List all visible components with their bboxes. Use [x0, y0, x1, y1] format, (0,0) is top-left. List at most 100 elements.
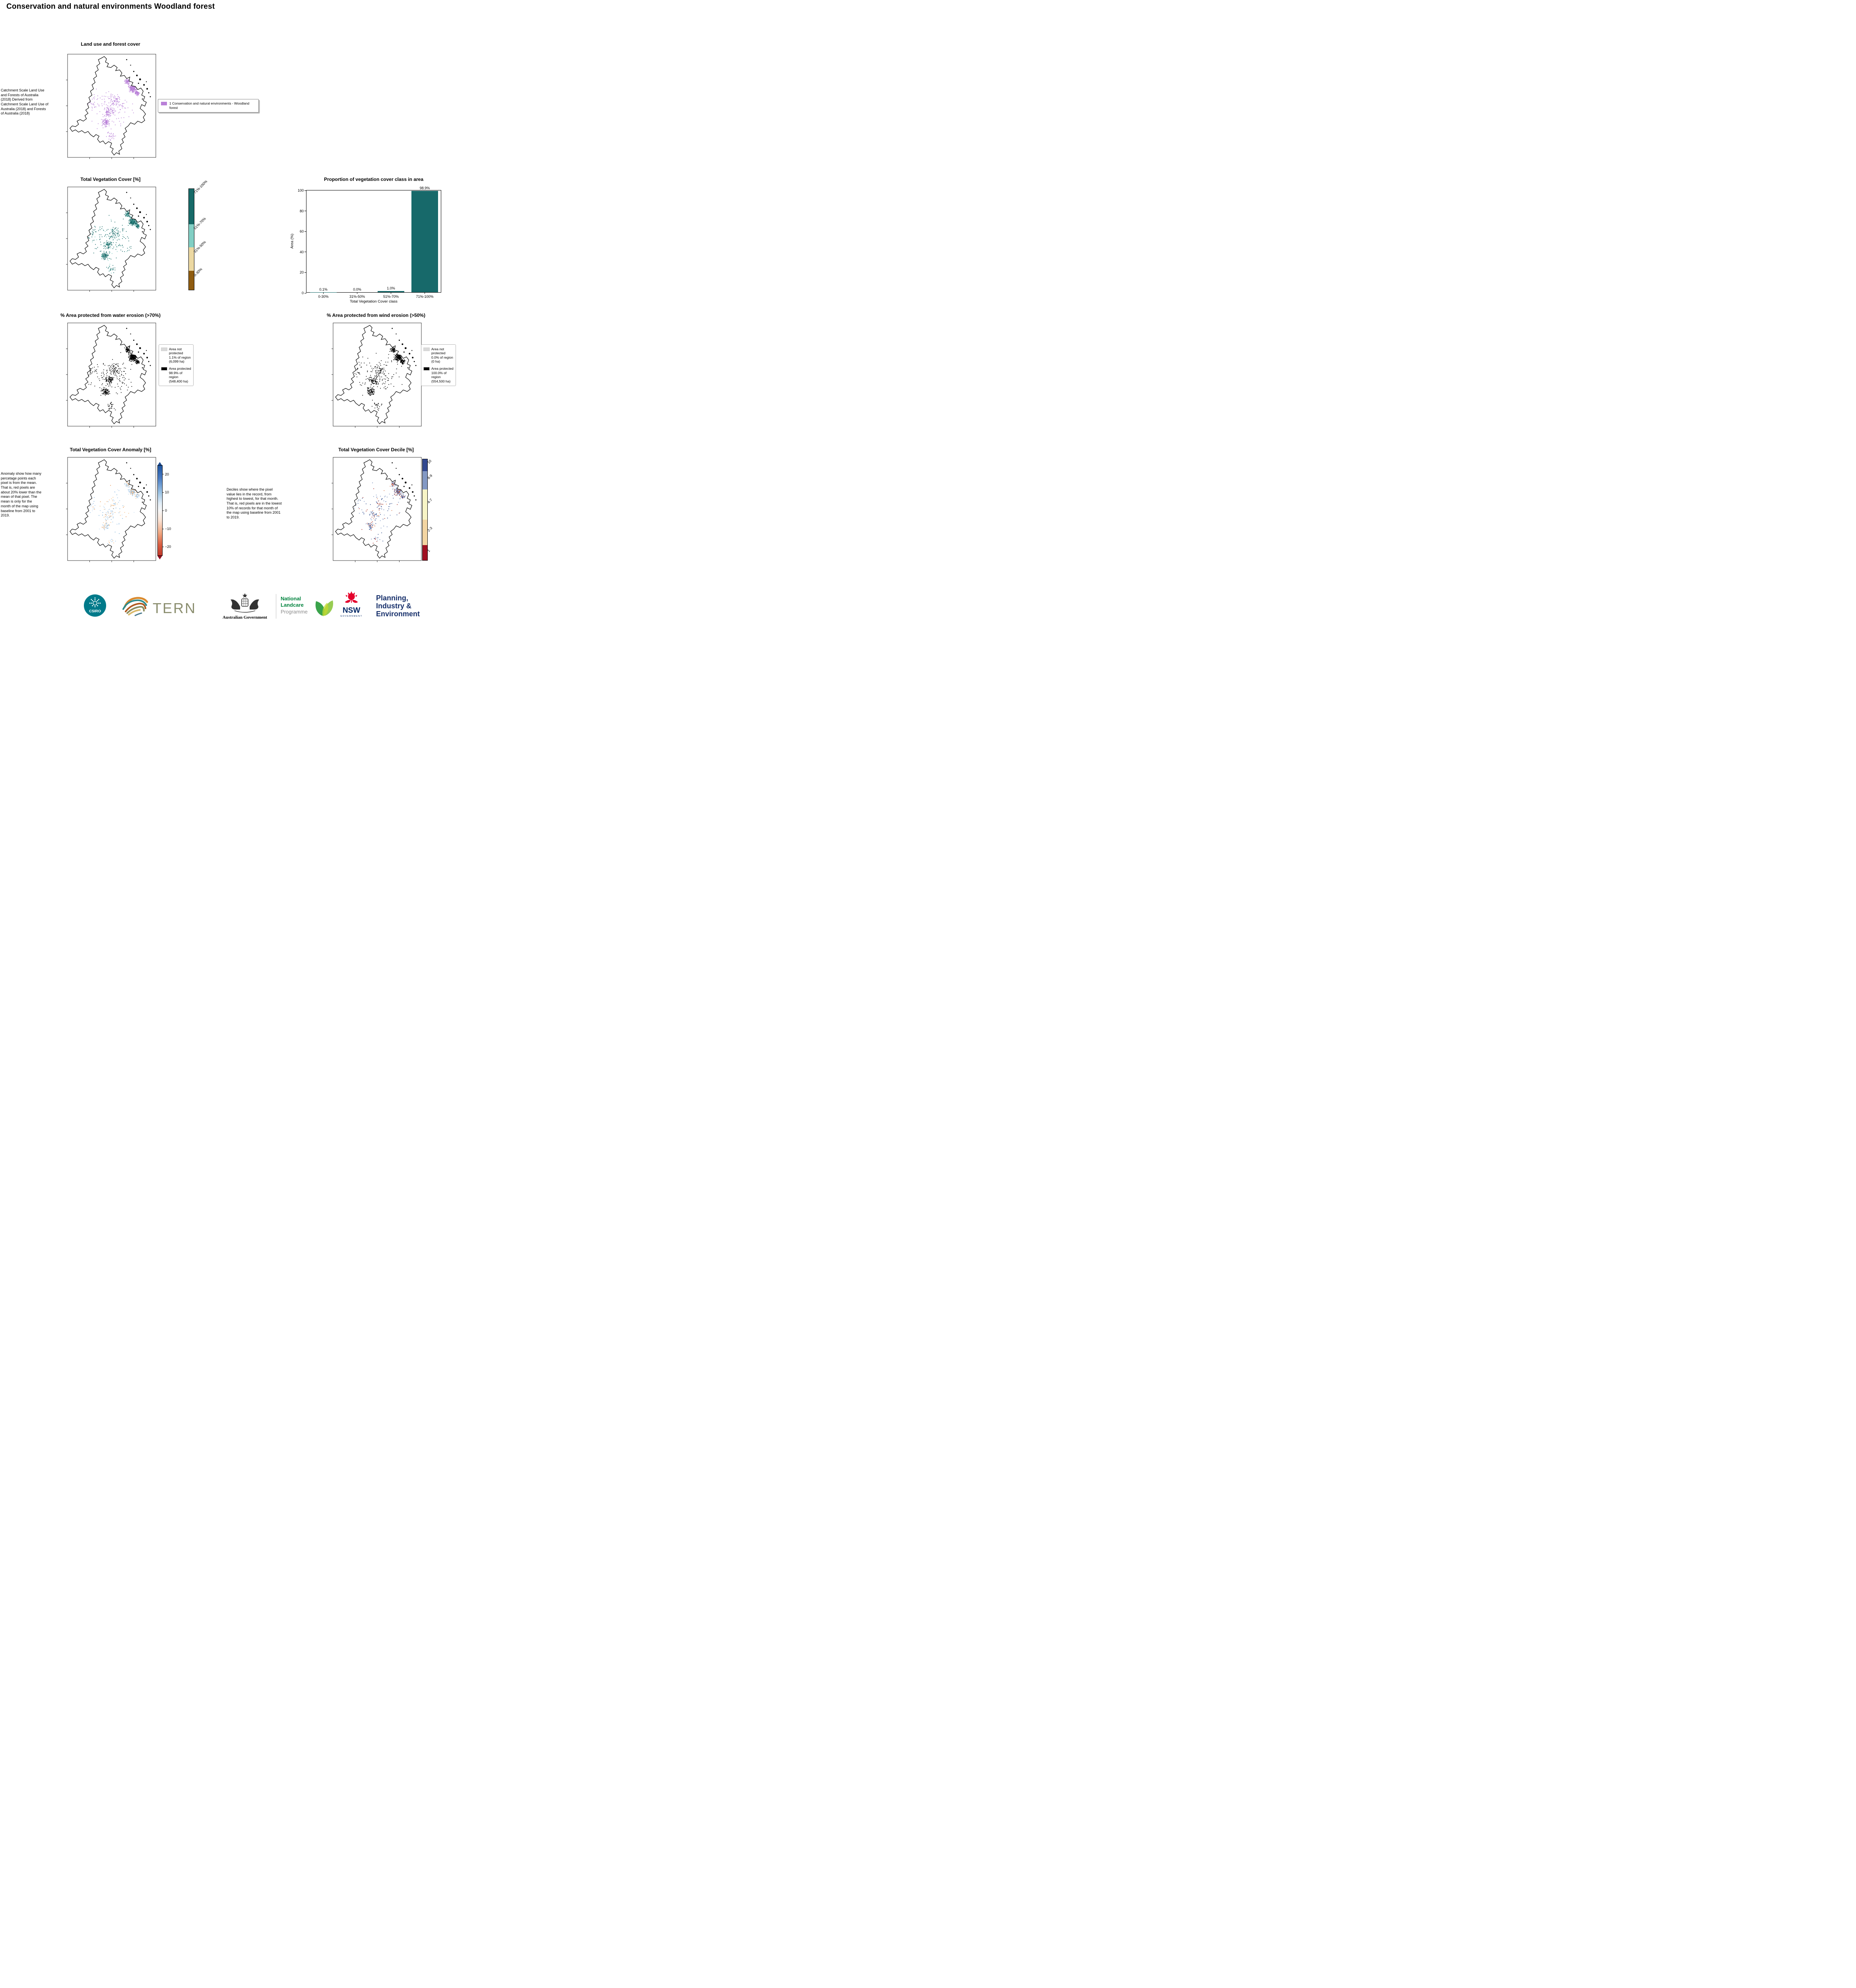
proportion-chart-plot: 0 20 40 60 80 100 0-30% 0.1% 31%-50% 0.0% 51%-70% 1… [298, 186, 441, 299]
coat-of-arms-icon [231, 593, 259, 613]
wind-erosion-map [331, 322, 422, 428]
bar-value-label: 0.0% [353, 287, 361, 291]
y-tick-label: 40 [299, 250, 304, 254]
nsw-government-logo: NSW GOVERNMENT [339, 591, 364, 617]
decile-colorbar [422, 459, 428, 561]
colorbar-seg-0-30 [189, 270, 194, 290]
nsw-government-label: GOVERNMENT [340, 615, 363, 617]
protected-swatch [161, 367, 167, 371]
protected-swatch [423, 367, 430, 371]
chart-x-axis-label: Total Vegetation Cover class [350, 299, 398, 304]
dpie-logo-text: Planning, Industry & Environment [376, 594, 420, 618]
anomaly-tick-neg10: −10 [165, 527, 171, 531]
land-use-caption: Catchment Scale Land Use and Forests of … [1, 88, 48, 116]
dpie-line-planning: Planning, [376, 594, 408, 602]
y-tick-label: 100 [297, 188, 304, 192]
veg-cover-map [66, 186, 156, 292]
tern-logo: TERN [122, 597, 196, 616]
landcare-line-landcare: Landcare [281, 602, 304, 608]
legend-entry: Area protected 100.0% of region (554,500… [423, 367, 454, 383]
bar-value-label: 98.9% [419, 186, 430, 190]
colorbar-seg-31-50 [189, 247, 194, 271]
colorbar-seg-71-100 [189, 189, 194, 224]
not-protected-swatch [161, 348, 167, 351]
land-use-legend-swatch [161, 102, 167, 105]
colorbar-label-31-50: 31%-50% [193, 240, 207, 254]
waratah-icon [345, 591, 358, 603]
anomaly-colorbar-bottom-arrow [157, 556, 162, 559]
y-tick-label: 60 [299, 229, 304, 234]
y-tick-mark [304, 190, 306, 191]
anomaly-tick-10: 10 [165, 490, 169, 494]
decile-caption: Deciles show where the pixel value lies … [227, 487, 282, 520]
land-use-map [66, 54, 156, 159]
bar-51%-70% [378, 291, 404, 292]
water-erosion-legend: Area not protected 1.1% of region (6,099… [159, 344, 194, 386]
bar-value-label: 0.1% [319, 287, 328, 291]
decile-map [331, 457, 422, 562]
anomaly-map [66, 457, 156, 562]
tern-label: TERN [153, 600, 196, 616]
y-tick-label: 0 [301, 291, 304, 295]
tern-australia-icon [122, 597, 148, 616]
veg-cover-colorbar [188, 188, 194, 290]
y-tick-label: 20 [299, 270, 304, 275]
water-erosion-map [66, 322, 156, 428]
protected-label: Area protected 100.0% of region (554,500… [431, 367, 454, 383]
dpie-line-environment: Environment [376, 610, 420, 618]
y-tick-mark [304, 272, 306, 273]
land-use-legend-label: 1 Conservation and natural environments … [169, 101, 250, 110]
not-protected-label: Area not protected 0.0% of region (0 ha) [431, 347, 453, 364]
y-tick-label: 80 [299, 209, 304, 213]
legend-entry: Area not protected 0.0% of region (0 ha) [423, 347, 454, 363]
decile-seg-2-3 [423, 520, 427, 545]
y-tick-mark [304, 231, 306, 232]
colorbar-label-51-70: 51%-70% [193, 216, 207, 231]
land-use-title: Land use and forest cover [81, 41, 140, 47]
anomaly-tick-neg20: −20 [165, 545, 171, 549]
colorbar-label-0-30: 0-30% [193, 267, 203, 278]
water-erosion-title: % Area protected from water erosion (>70… [60, 313, 161, 318]
not-protected-label: Area not protected 1.1% of region (6,099… [169, 347, 191, 364]
anomaly-tick-0: 0 [165, 509, 167, 513]
csiro-starburst-icon [89, 597, 101, 608]
anomaly-colorbar-top-arrow [157, 462, 162, 466]
anomaly-title: Total Vegetation Cover Anomaly [%] [70, 447, 151, 452]
decile-seg-4-7 [423, 489, 427, 520]
legend-entry: Area protected 98.9% of region (548,400 … [161, 367, 191, 383]
landcare-logo-text: National Landcare Programme [281, 596, 308, 615]
aus-gov-label: Australian Government [223, 615, 267, 620]
x-tick-label: 0-30% [318, 295, 329, 299]
anomaly-tick-20: 20 [165, 472, 169, 476]
land-use-legend: 1 Conservation and natural environments … [158, 99, 259, 113]
csiro-label: CSIRO [89, 609, 101, 613]
protected-label: Area protected 98.9% of region (548,400 … [169, 367, 191, 383]
landcare-leaves-icon [315, 600, 334, 616]
dpie-line-industry: Industry & [376, 602, 412, 610]
not-protected-swatch [423, 348, 430, 351]
decile-seg-10 [423, 459, 427, 472]
csiro-logo: CSIRO [84, 594, 106, 617]
colorbar-label-71-100: 71%-100% [193, 179, 208, 195]
australian-government-logo: Australian Government [223, 593, 267, 620]
decile-seg-8-9 [423, 471, 427, 490]
colorbar-seg-51-70 [189, 224, 194, 248]
landcare-line-national: National [281, 596, 301, 602]
bar-71%-100% [411, 190, 438, 292]
decile-seg-1 [423, 545, 427, 560]
anomaly-colorbar [157, 465, 163, 556]
landcare-line-programme: Programme [281, 608, 308, 615]
x-tick-label: 31%-50% [349, 295, 365, 299]
wind-erosion-legend: Area not protected 0.0% of region (0 ha)… [421, 344, 456, 386]
x-tick-label: 71%-100% [416, 295, 434, 299]
anomaly-tickmark [163, 492, 164, 493]
report-page: Conservation and natural environments Wo… [0, 0, 464, 636]
legend-entry: Area not protected 1.1% of region (6,099… [161, 347, 191, 363]
decile-title: Total Vegetation Cover Decile [%] [338, 447, 414, 452]
veg-cover-title: Total Vegetation Cover [%] [80, 177, 141, 182]
page-title: Conservation and natural environments Wo… [6, 2, 215, 11]
bar-value-label: 1.0% [387, 286, 395, 291]
nsw-label: NSW [342, 606, 361, 615]
x-tick-label: 51%-70% [383, 295, 399, 299]
proportion-chart-title: Proportion of vegetation cover class in … [324, 177, 424, 182]
